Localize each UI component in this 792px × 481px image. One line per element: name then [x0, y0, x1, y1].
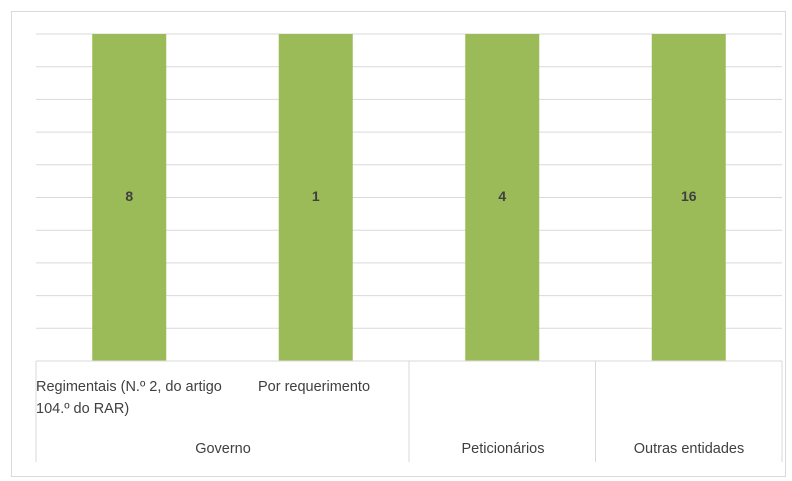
- category-label-por-requerimento: Por requerimento: [257, 379, 371, 395]
- bar-0: [92, 34, 167, 361]
- data-label-3: 16: [681, 188, 697, 204]
- category-label-regimentais: Regimentais (N.º 2, do artigo 104.º do R…: [36, 379, 222, 417]
- group-label-governo: Governo: [195, 441, 251, 457]
- group-label-outras-entidades: Outras entidades: [633, 441, 745, 457]
- data-label-1: 1: [312, 188, 320, 204]
- bar-2: [465, 34, 540, 361]
- bar-3: [651, 34, 726, 361]
- category-axis: [35, 360, 783, 462]
- data-label-2: 4: [498, 188, 506, 204]
- group-label-peticionarios: Peticionários: [461, 441, 545, 457]
- bars: 8 1 4 16: [92, 34, 726, 361]
- bar-1: [278, 34, 353, 361]
- data-label-0: 8: [125, 188, 133, 204]
